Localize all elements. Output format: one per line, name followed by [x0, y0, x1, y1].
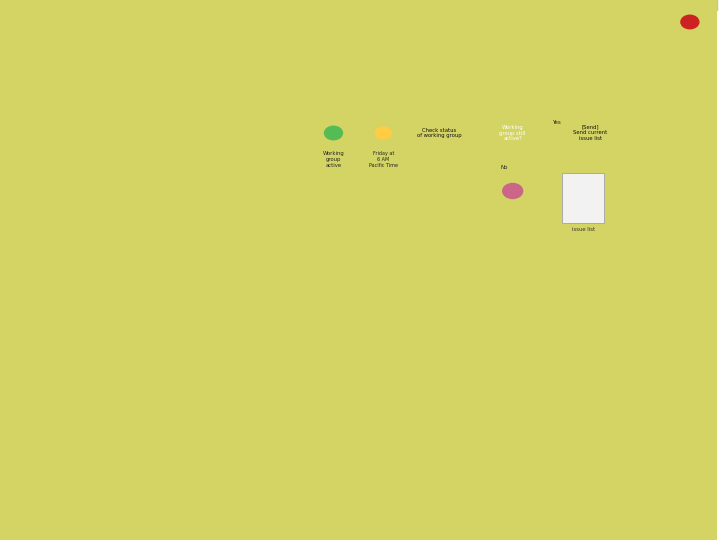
Text: Working
group still
active?: Working group still active? [500, 125, 526, 141]
Circle shape [372, 124, 395, 142]
Text: big help in the recent past”: big help in the recent past” [48, 332, 232, 345]
Circle shape [325, 126, 343, 140]
Text: Business experts should be able to author models: Business experts should be able to autho… [48, 213, 382, 226]
FancyBboxPatch shape [304, 63, 707, 253]
Text: No: No [501, 165, 508, 170]
Text: Automotive Software Engineering: Automotive Software Engineering [30, 282, 300, 297]
Bar [609, 0, 716, 10]
Text: “Model-based design (MBD) of functional behaviour has been a: “Model-based design (MBD) of functional … [48, 315, 471, 328]
Text: process modeling notation”: process modeling notation” [30, 178, 251, 193]
Text: 31: 31 [683, 520, 697, 530]
Text: [Send]
Send current
issue list: [Send] Send current issue list [573, 125, 608, 141]
Bar [0, 0, 323, 10]
Text: Example: BPMN “business: Example: BPMN “business [30, 160, 240, 175]
Text: Converted into code to support the process (requires people): Converted into code to support the proce… [48, 232, 457, 245]
Circle shape [320, 123, 346, 143]
Text: Check status
of working group: Check status of working group [417, 127, 462, 138]
Text: Commercial work: Commercial work [30, 105, 170, 120]
Bar [502, 0, 609, 10]
Text: Software Engineering Approach: Software Engineering Approach [20, 45, 566, 74]
Polygon shape [475, 107, 551, 159]
Text: © 2020 - Brad Myers: © 2020 - Brad Myers [300, 520, 417, 530]
Text: Yes: Yes [552, 120, 562, 125]
Text: Human-Computer Interaction Institute: Human-Computer Interaction Institute [533, 19, 667, 25]
Circle shape [681, 15, 699, 29]
Circle shape [375, 127, 391, 139]
Text: Working
group
active: Working group active [323, 151, 344, 167]
Text: Friday at
6 AM
Pacific Time: Friday at 6 AM Pacific Time [369, 151, 397, 167]
FancyBboxPatch shape [562, 173, 604, 223]
Text: Keynote at ICSE’08: Herbert Hanselmann:: Keynote at ICSE’08: Herbert Hanselmann: [30, 264, 372, 279]
Text: Challenges in: Challenges in [263, 264, 371, 279]
Text: “Model-based design”: “Model-based design” [30, 132, 207, 147]
Circle shape [676, 11, 704, 32]
Bar [323, 0, 502, 10]
Circle shape [503, 184, 523, 199]
Text: issue list: issue list [572, 227, 595, 232]
